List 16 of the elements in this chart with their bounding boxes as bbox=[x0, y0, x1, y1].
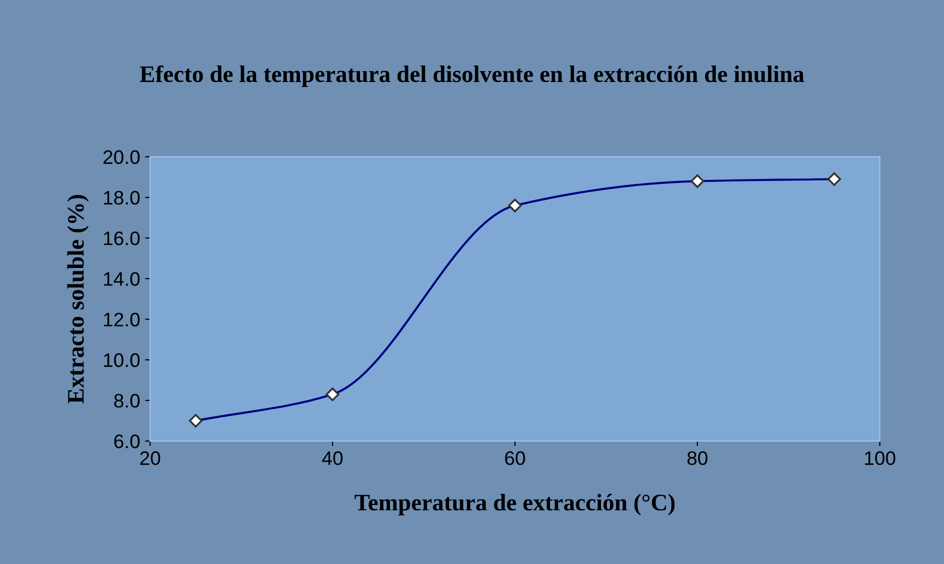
x-tick-label: 60 bbox=[505, 451, 526, 466]
y-tick-label: 10.0 bbox=[104, 353, 140, 368]
y-axis-title: Extracto soluble (%) bbox=[67, 195, 89, 404]
y-tick-label: 8.0 bbox=[114, 394, 140, 408]
x-tick-label: 40 bbox=[322, 451, 343, 466]
y-tick-label: 20.0 bbox=[104, 150, 140, 164]
chart-title: Efecto de la temperatura del disolvente en la extracción de inulina bbox=[140, 65, 804, 87]
x-tick-label: 100 bbox=[865, 451, 896, 466]
y-tick-label: 12.0 bbox=[104, 312, 140, 326]
y-tick-label: 14.0 bbox=[104, 272, 140, 286]
x-tick-label: 20 bbox=[140, 451, 160, 466]
y-tick-label: 16.0 bbox=[104, 231, 140, 246]
x-axis-title: Temperatura de extracción (°C) bbox=[354, 494, 675, 516]
x-tick-label: 80 bbox=[687, 451, 708, 466]
y-tick-label: 6.0 bbox=[114, 434, 140, 448]
y-tick-label: 18.0 bbox=[104, 190, 140, 205]
